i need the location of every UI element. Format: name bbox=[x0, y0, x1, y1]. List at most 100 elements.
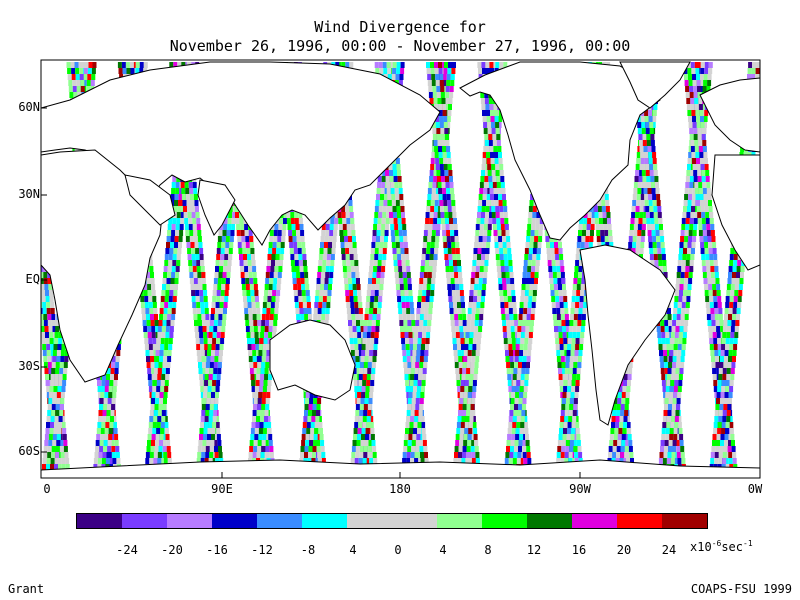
swath-cell bbox=[252, 314, 257, 320]
swath-cell bbox=[251, 254, 255, 260]
swath-cell bbox=[378, 62, 383, 68]
swath-cell bbox=[351, 446, 356, 452]
swath-cell bbox=[193, 194, 198, 200]
swath-cell bbox=[31, 224, 35, 230]
swath-cell bbox=[34, 212, 38, 218]
swath-cell bbox=[466, 452, 470, 458]
swath-cell bbox=[258, 428, 263, 434]
swath-cell bbox=[442, 188, 447, 194]
swath-cell bbox=[470, 368, 475, 374]
swath-cell bbox=[373, 218, 378, 224]
swath-cell bbox=[219, 344, 224, 350]
swath-cell bbox=[219, 308, 223, 314]
swath-cell bbox=[102, 416, 106, 422]
swath-cell bbox=[249, 284, 254, 290]
swath-cell bbox=[457, 308, 462, 314]
swath-cell bbox=[416, 458, 421, 464]
swath-cell bbox=[94, 452, 99, 458]
swath-cell bbox=[148, 344, 153, 350]
swath-cell bbox=[252, 266, 257, 272]
swath-cell bbox=[259, 380, 264, 386]
swath-cell bbox=[358, 380, 363, 386]
swath-cell bbox=[47, 314, 52, 320]
swath-cell bbox=[435, 116, 440, 122]
swath-cell bbox=[435, 194, 440, 200]
swath-cell bbox=[435, 164, 440, 170]
swath-cell bbox=[250, 248, 255, 254]
swath-cell bbox=[243, 302, 248, 308]
swath-cell bbox=[204, 302, 209, 308]
swath-cell bbox=[251, 296, 255, 302]
swath-cell bbox=[318, 422, 323, 428]
swath-cell bbox=[365, 386, 370, 392]
swath-cell bbox=[298, 302, 303, 308]
swath-cell bbox=[455, 440, 460, 446]
swath-cell bbox=[249, 362, 254, 368]
swath-cell bbox=[321, 314, 326, 320]
swath-cell bbox=[406, 410, 411, 416]
swath-cell bbox=[198, 362, 202, 368]
swath-cell bbox=[468, 422, 473, 428]
swath-cell bbox=[215, 458, 220, 464]
swath-cell bbox=[305, 440, 310, 446]
swath-cell bbox=[437, 212, 442, 218]
swath-cell bbox=[121, 62, 126, 68]
swath-cell bbox=[450, 236, 455, 242]
swath-cell bbox=[152, 344, 157, 350]
swath-cell bbox=[402, 356, 407, 362]
swath-cell bbox=[368, 356, 373, 362]
swath-cell bbox=[431, 236, 436, 242]
swath-cell bbox=[57, 344, 62, 350]
swath-cell bbox=[292, 236, 297, 242]
swath-cell bbox=[225, 236, 230, 242]
swath-cell bbox=[401, 254, 406, 260]
swath-cell bbox=[359, 368, 364, 374]
swath-cell bbox=[421, 386, 425, 392]
swath-cell bbox=[421, 254, 426, 260]
swath-cell bbox=[202, 284, 207, 290]
swath-cell bbox=[28, 68, 32, 74]
swath-cell bbox=[446, 272, 451, 278]
swath-cell bbox=[45, 380, 50, 386]
swath-cell bbox=[34, 260, 38, 266]
swath-cell bbox=[253, 326, 258, 332]
swath-cell bbox=[168, 338, 173, 344]
swath-cell bbox=[61, 458, 66, 464]
chart-title-line2: November 26, 1996, 00:00 - November 27, … bbox=[169, 37, 631, 55]
swath-cell bbox=[371, 368, 376, 374]
swath-cell bbox=[114, 440, 119, 446]
swath-cell bbox=[199, 338, 204, 344]
swath-cell bbox=[209, 326, 214, 332]
swath-cell bbox=[188, 224, 193, 230]
swath-cell bbox=[355, 404, 360, 410]
swath-cell bbox=[53, 344, 58, 350]
swath-cell bbox=[205, 410, 210, 416]
swath-cell bbox=[454, 236, 459, 242]
swath-cell bbox=[475, 452, 480, 458]
swath-cell bbox=[422, 326, 427, 332]
swath-cell bbox=[42, 344, 47, 350]
swath-cell bbox=[444, 62, 448, 68]
swath-cell bbox=[352, 326, 357, 332]
swath-cell bbox=[155, 434, 160, 440]
swath-cell bbox=[251, 302, 256, 308]
swath-cell bbox=[35, 230, 39, 236]
swath-cell bbox=[393, 170, 397, 176]
swath-cell bbox=[211, 386, 216, 392]
swath-cell bbox=[48, 392, 53, 398]
swath-cell bbox=[372, 230, 377, 236]
swath-cell bbox=[219, 266, 223, 272]
swath-cell bbox=[370, 428, 375, 434]
swath-cell bbox=[270, 266, 275, 272]
swath-cell bbox=[293, 242, 298, 248]
swath-cell bbox=[374, 332, 379, 338]
swath-cell bbox=[462, 404, 467, 410]
swath-cell bbox=[380, 188, 385, 194]
swath-cell bbox=[345, 296, 350, 302]
swath-cell bbox=[244, 272, 249, 278]
swath-cell bbox=[410, 458, 415, 464]
swath-cell bbox=[45, 290, 49, 296]
swath-cell bbox=[153, 374, 158, 380]
swath-cell bbox=[105, 380, 110, 386]
swath-cell bbox=[385, 170, 389, 176]
